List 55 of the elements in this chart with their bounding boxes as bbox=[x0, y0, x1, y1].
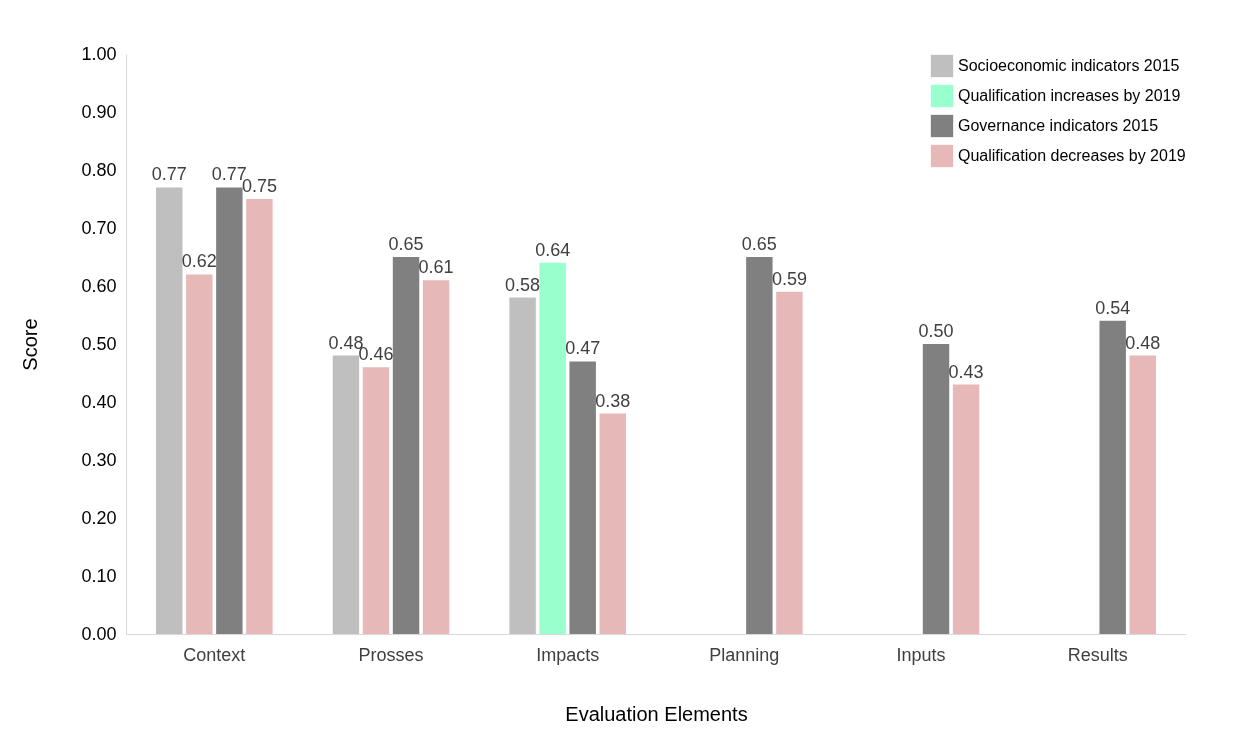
data-label: 0.38 bbox=[595, 390, 631, 411]
bar bbox=[776, 291, 803, 634]
data-label: 0.47 bbox=[565, 338, 601, 359]
data-label: 0.59 bbox=[771, 268, 807, 289]
bar bbox=[332, 355, 360, 634]
bar bbox=[509, 297, 536, 634]
y-tick-label: 0.80 bbox=[81, 159, 117, 180]
bar bbox=[1129, 355, 1156, 634]
y-axis-title: Score bbox=[19, 318, 42, 371]
data-label: 0.50 bbox=[918, 321, 954, 341]
bar bbox=[599, 413, 626, 634]
data-label: 0.43 bbox=[948, 361, 984, 382]
data-label: 0.65 bbox=[388, 234, 424, 254]
x-tick-label: Context bbox=[183, 644, 246, 665]
y-tick-label: 0.50 bbox=[81, 333, 117, 354]
bar bbox=[422, 280, 450, 634]
data-label: 0.48 bbox=[1125, 332, 1161, 353]
y-tick-label: 0.90 bbox=[81, 101, 117, 122]
legend-label: Socioeconomic indicators 2015 bbox=[958, 57, 1180, 74]
bar bbox=[216, 187, 243, 634]
x-axis-title: Evaluation Elements bbox=[565, 702, 748, 725]
bar bbox=[156, 187, 183, 634]
bar bbox=[922, 344, 950, 634]
data-label: 0.54 bbox=[1095, 297, 1131, 318]
y-tick-label: 0.30 bbox=[81, 449, 117, 470]
bar bbox=[539, 262, 566, 634]
legend-label: Qualification decreases by 2019 bbox=[958, 147, 1186, 164]
bar bbox=[186, 274, 213, 634]
x-tick-label: Planning bbox=[709, 644, 780, 665]
y-tick-label: 0.20 bbox=[81, 507, 117, 528]
x-tick-label: Results bbox=[1067, 644, 1128, 665]
x-tick-label: Impacts bbox=[536, 644, 600, 665]
bar bbox=[362, 367, 390, 634]
y-tick-label: 0.70 bbox=[81, 217, 117, 238]
data-label: 0.77 bbox=[151, 164, 187, 185]
x-tick-label: Prosses bbox=[358, 644, 424, 665]
y-tick-label: 0.40 bbox=[81, 391, 117, 412]
bar bbox=[569, 361, 596, 634]
data-label: 0.61 bbox=[418, 257, 454, 278]
y-tick-label: 0.10 bbox=[81, 565, 117, 586]
bar bbox=[1099, 320, 1126, 634]
y-tick-label: 0.60 bbox=[81, 275, 117, 296]
bar bbox=[392, 257, 420, 634]
data-label: 0.62 bbox=[181, 251, 217, 272]
data-label: 0.65 bbox=[741, 234, 777, 254]
legend-label: Governance indicators 2015 bbox=[958, 117, 1159, 134]
bar bbox=[952, 384, 980, 634]
bar bbox=[246, 199, 273, 634]
y-tick-label: 1.00 bbox=[81, 43, 117, 64]
data-label: 0.58 bbox=[505, 274, 541, 295]
data-label: 0.64 bbox=[535, 239, 571, 260]
legend-label: Qualification increases by 2019 bbox=[958, 87, 1181, 104]
x-tick-label: Inputs bbox=[896, 644, 946, 665]
y-tick-label: 0.00 bbox=[81, 623, 117, 644]
bar bbox=[746, 257, 773, 634]
